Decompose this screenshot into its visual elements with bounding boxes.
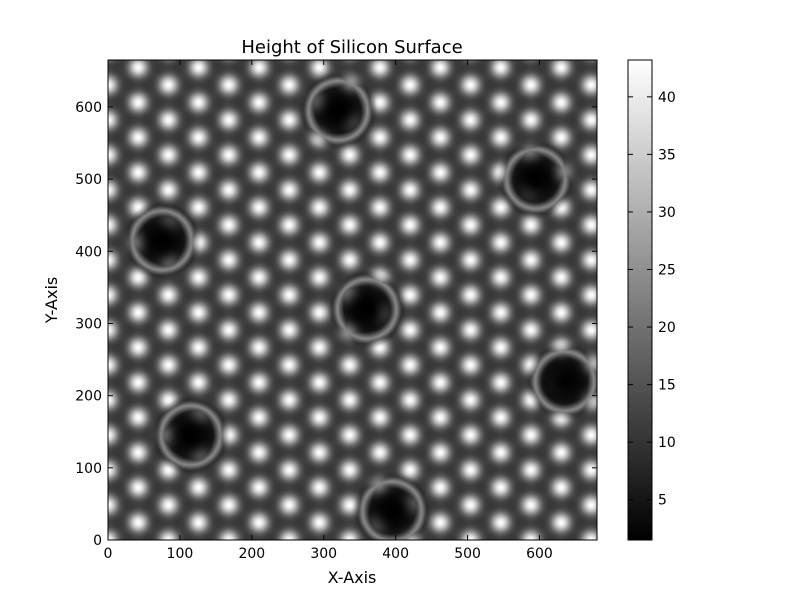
chart-title: Height of Silicon Surface — [241, 37, 462, 58]
colorbar-tick-label: 40 — [658, 90, 676, 106]
colorbar-tick-label: 10 — [658, 435, 676, 451]
colorbar-ticks: 5 10 15 20 25 30 35 40 — [628, 90, 676, 509]
y-axis-label: Y-Axis — [42, 277, 61, 325]
y-tick-label: 0 — [93, 533, 102, 549]
heatmap-image — [108, 60, 597, 540]
y-tick-label: 400 — [75, 244, 102, 260]
y-tick-label: 200 — [75, 389, 102, 405]
x-tick-label: 500 — [454, 546, 481, 562]
colorbar-tick-label: 15 — [658, 378, 676, 394]
x-axis-ticks: 0 100 200 300 400 500 600 — [104, 60, 553, 562]
y-tick-label: 500 — [75, 172, 102, 188]
colorbar-tick-label: 20 — [658, 320, 676, 336]
x-tick-label: 400 — [382, 546, 409, 562]
y-tick-label: 100 — [75, 461, 102, 477]
colorbar-tick-label: 35 — [658, 147, 676, 163]
x-axis-label: X-Axis — [328, 568, 377, 587]
x-tick-label: 600 — [526, 546, 553, 562]
x-tick-label: 0 — [104, 546, 113, 562]
x-tick-label: 300 — [310, 546, 337, 562]
y-tick-label: 600 — [75, 100, 102, 116]
y-axis-ticks: 0 100 200 300 400 500 600 — [75, 100, 597, 549]
colorbar-tick-label: 25 — [658, 262, 676, 278]
colorbar — [627, 59, 653, 541]
y-tick-label: 300 — [75, 316, 102, 332]
x-tick-label: 200 — [238, 546, 265, 562]
plot-frame — [107, 59, 598, 541]
colorbar-tick-label: 5 — [658, 493, 667, 509]
x-tick-label: 100 — [167, 546, 194, 562]
colorbar-tick-label: 30 — [658, 205, 676, 221]
